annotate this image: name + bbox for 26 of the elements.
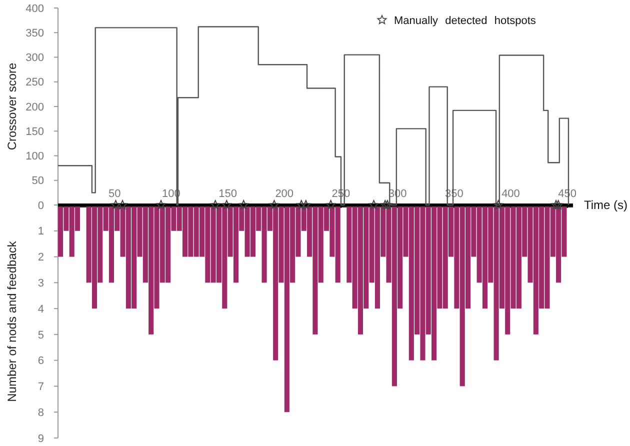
x-tick-label: 200 — [275, 188, 294, 200]
y-axis-title: Number of nods and feedback — [5, 240, 19, 402]
y-tick-label: 400 — [26, 2, 44, 15]
legend-label: Manually detected hotspots — [394, 14, 536, 27]
x-tick-label: 400 — [502, 188, 520, 200]
y-tick-label: 350 — [26, 27, 44, 40]
y-tick-label: 6 — [38, 355, 44, 368]
y-tick-label: 300 — [26, 52, 44, 64]
y-tick-label: 150 — [26, 126, 44, 138]
y-tick-label: 5 — [38, 329, 44, 342]
x-tick-label: 50 — [108, 188, 121, 200]
y-axis-title: Crossover score — [5, 62, 19, 150]
y-tick-label: 0 — [38, 200, 44, 212]
y-tick-label: 100 — [26, 150, 44, 163]
y-tick-label: 50 — [32, 175, 44, 188]
y-tick-label: 8 — [38, 406, 44, 419]
y-tick-label: 4 — [38, 303, 44, 316]
y-tick-label: 250 — [26, 76, 44, 89]
y-tick-label: 2 — [38, 252, 44, 264]
x-tick-label: 150 — [218, 188, 237, 200]
y-tick-label: 200 — [26, 101, 44, 114]
y-tick-label: 1 — [38, 226, 44, 238]
x-axis-title: Time (s) — [584, 198, 628, 212]
y-tick-label: 9 — [38, 432, 44, 445]
y-tick-label: 3 — [38, 278, 44, 290]
y-tick-label: 7 — [38, 381, 44, 394]
